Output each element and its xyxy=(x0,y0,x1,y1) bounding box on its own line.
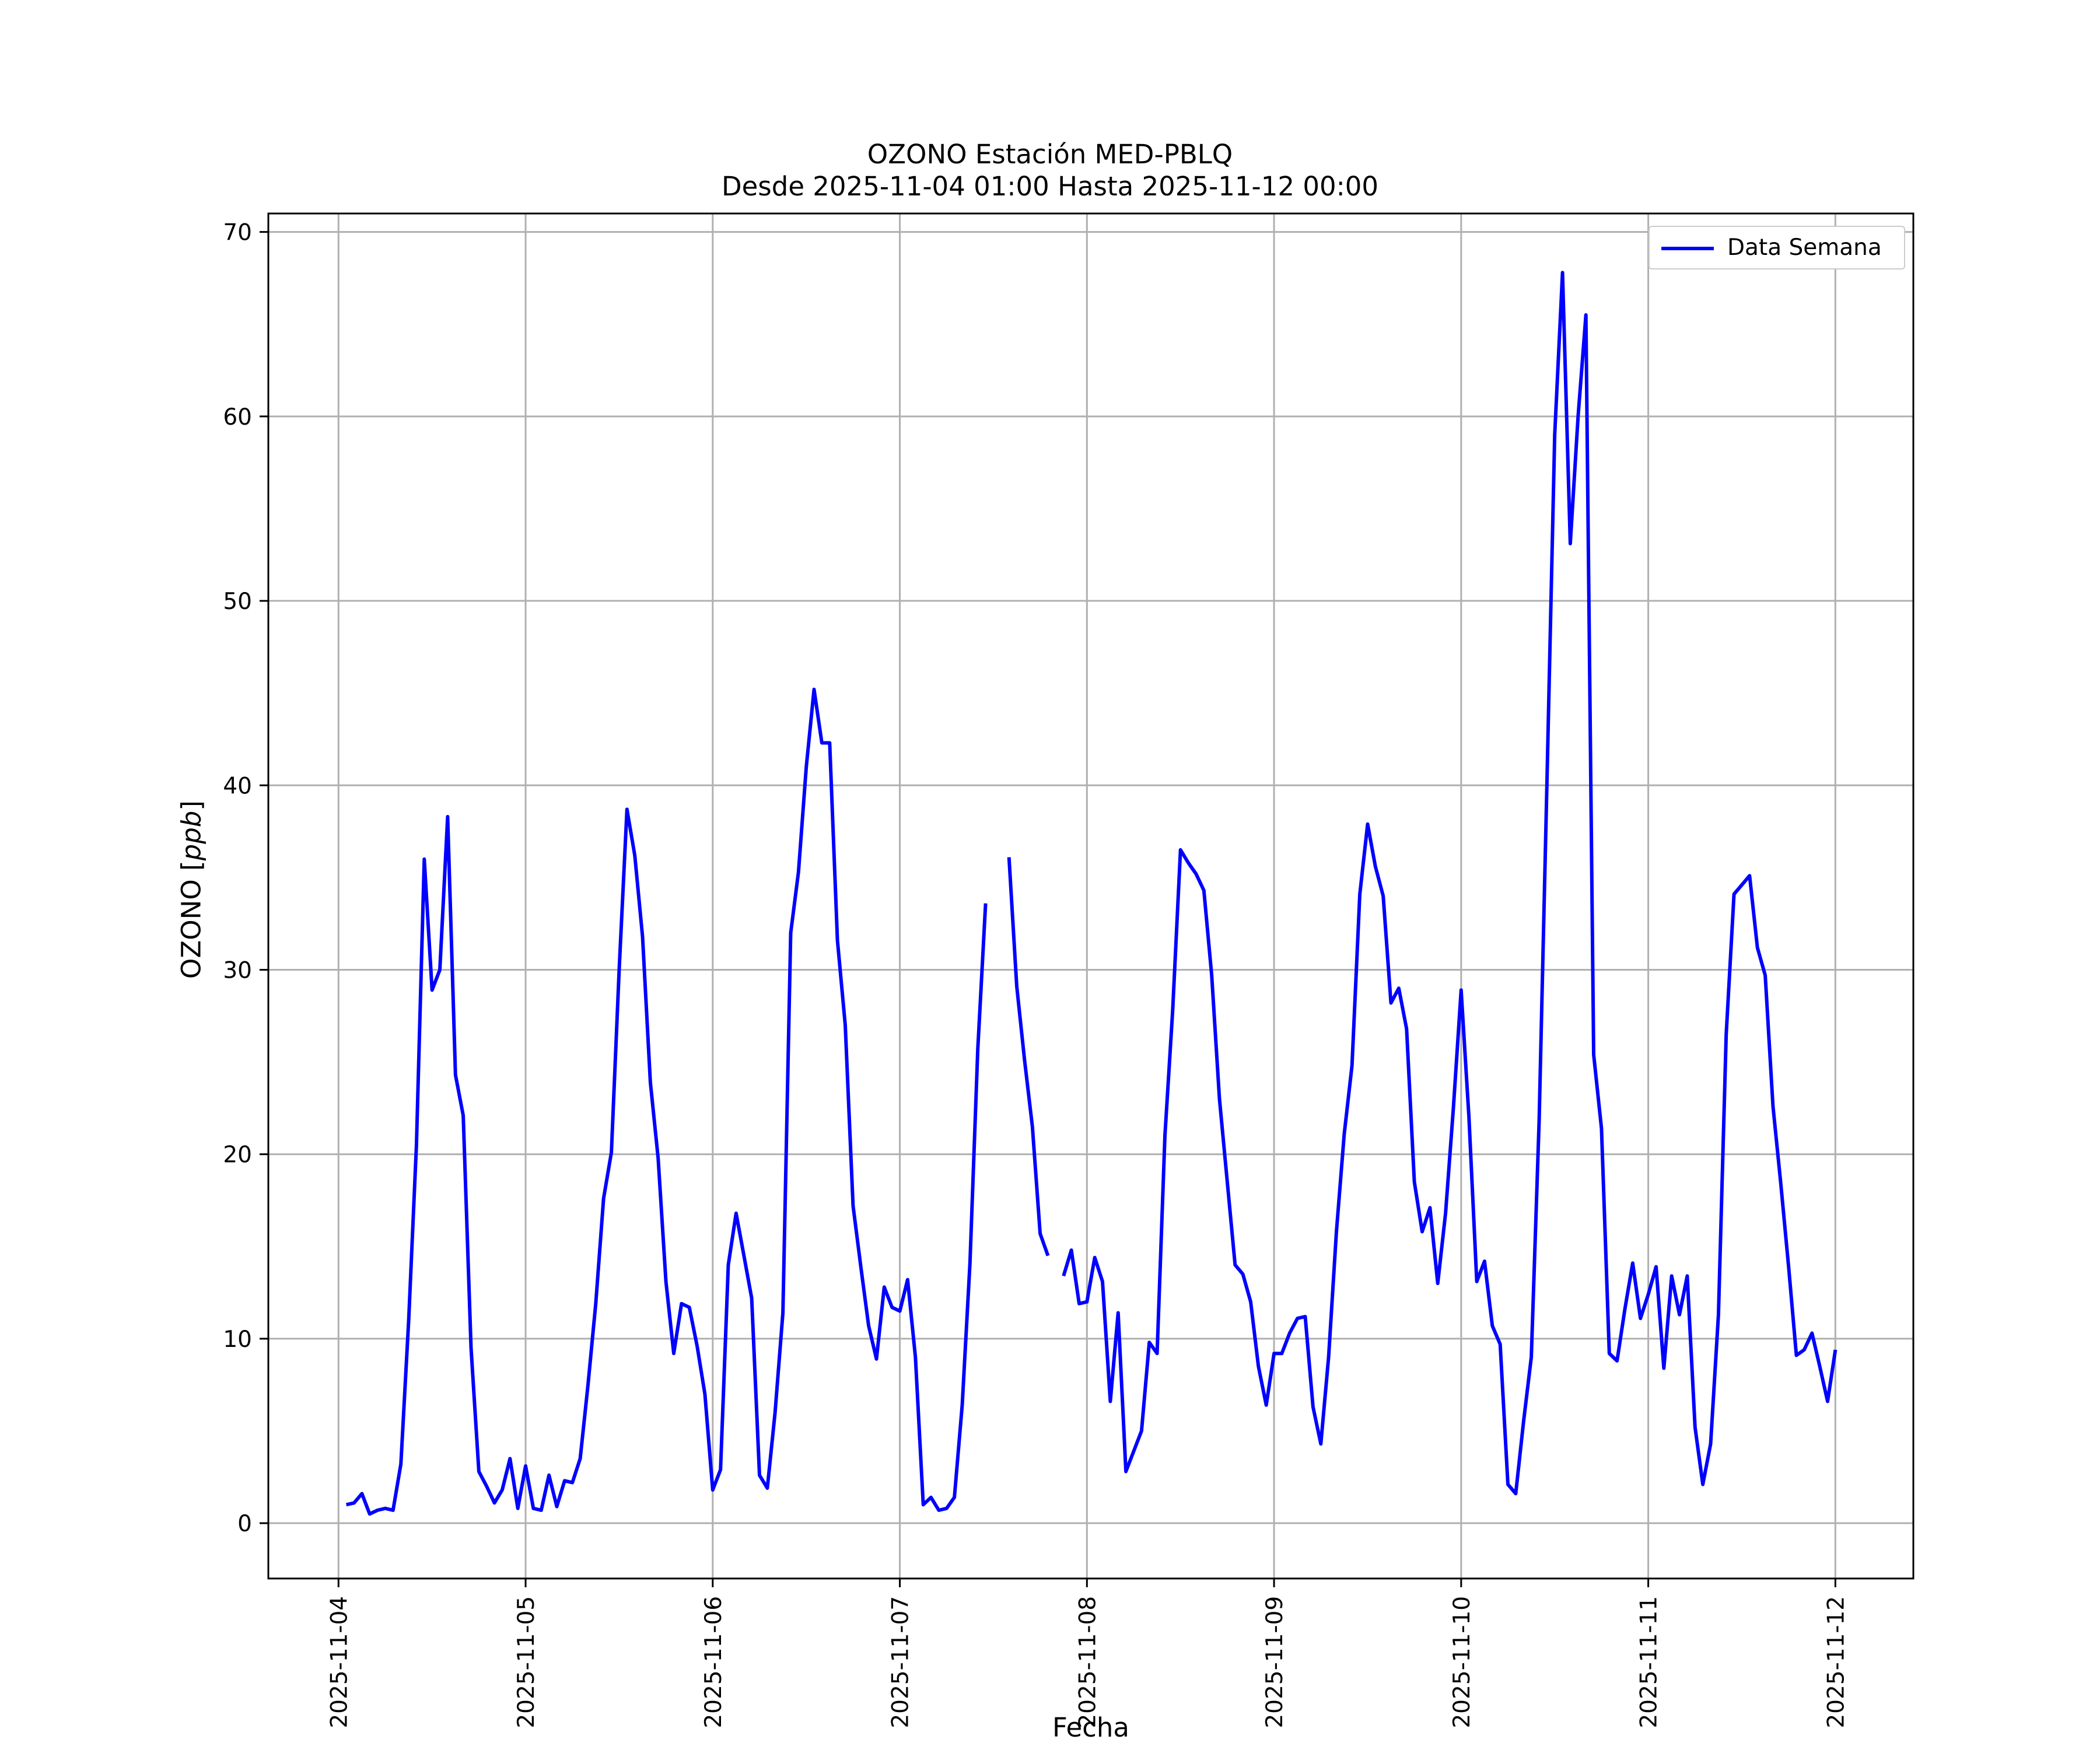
series-line-segment xyxy=(1007,857,1050,1256)
axis-ticks: 0 10 20 30 40 50 60 70 2025-11-04 2025-11-05 2025-… xyxy=(223,220,1849,1728)
legend-label: Data Semana xyxy=(1727,235,1882,261)
grid xyxy=(268,214,1913,1578)
legend: Data Semana xyxy=(1648,226,1905,270)
y-tick-label: 50 xyxy=(223,589,252,615)
x-tick-label: 2025-11-06 xyxy=(701,1596,727,1728)
chart-title: OZONO Estación MED-PBLQ xyxy=(867,139,1233,170)
y-tick-label: 30 xyxy=(223,957,252,984)
chart-subtitle: Desde 2025-11-04 01:00 Hasta 2025-11-12 … xyxy=(721,171,1379,202)
x-tick-label: 2025-11-04 xyxy=(326,1596,352,1728)
y-tick-label: 20 xyxy=(223,1142,252,1168)
x-tick-label: 2025-11-11 xyxy=(1636,1596,1662,1728)
y-tick-label: 40 xyxy=(223,773,252,799)
x-tick-label: 2025-11-10 xyxy=(1449,1596,1475,1728)
plot-frame xyxy=(267,212,1915,1580)
x-tick-label: 2025-11-07 xyxy=(888,1596,914,1728)
series-lines xyxy=(345,271,1838,1516)
x-tick-label: 2025-11-09 xyxy=(1262,1596,1288,1728)
series-line-segment xyxy=(345,687,988,1516)
y-axis-label: OZONO [ppb] xyxy=(176,800,207,979)
y-axis-label-text: OZONO xyxy=(176,879,207,979)
y-axis-unit: [ppb] xyxy=(176,800,207,871)
y-tick-label: 70 xyxy=(223,220,252,246)
series-line-segment xyxy=(1062,271,1838,1496)
x-tick-label: 2025-11-05 xyxy=(513,1596,540,1728)
y-tick-label: 10 xyxy=(223,1326,252,1353)
y-tick-label: 0 xyxy=(237,1511,252,1537)
legend-swatch xyxy=(1661,247,1714,250)
x-tick-label: 2025-11-12 xyxy=(1823,1596,1849,1728)
x-axis-label: Fecha xyxy=(1052,1712,1129,1743)
y-tick-label: 60 xyxy=(223,404,252,430)
x-tick-label: 2025-11-08 xyxy=(1074,1596,1101,1728)
